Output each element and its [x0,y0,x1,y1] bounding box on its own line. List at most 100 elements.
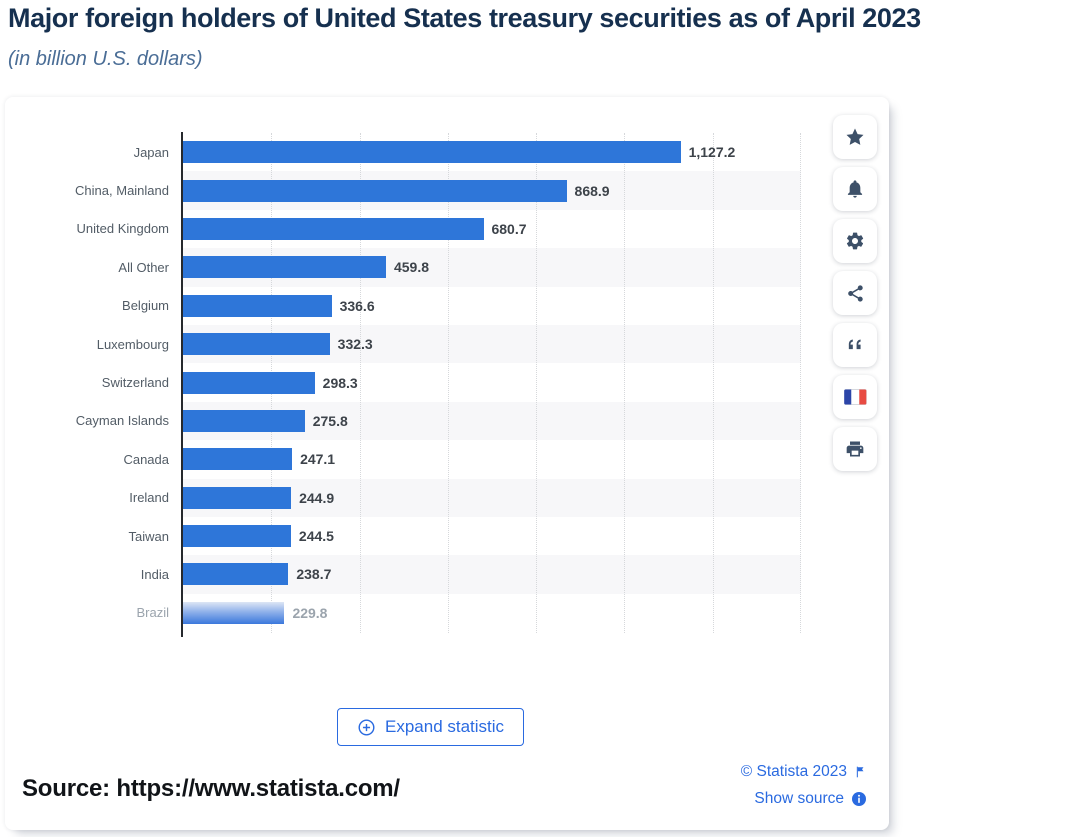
category-label: Cayman Islands [75,413,169,429]
bar[interactable] [183,217,484,240]
gridline [800,133,801,633]
page-title: Major foreign holders of United States t… [8,3,921,33]
category-label: India [140,566,169,582]
bar-row: Taiwan 244.5 [5,517,805,555]
bar-band: 244.9 [183,479,801,517]
value-label: 868.9 [574,182,610,199]
bar-band: 275.8 [183,402,801,440]
y-axis-line [181,132,183,637]
alerts-button[interactable] [833,167,877,211]
value-label: 275.8 [312,412,348,429]
category-label: Ireland [129,490,169,506]
bar-row: Cayman Islands 275.8 [5,402,805,440]
flag-icon [856,766,864,778]
bar-chart: Japan 1,127.2 China, Mainland 868.9 United K… [5,133,805,632]
value-label: 238.7 [296,566,332,583]
bar[interactable] [183,409,305,432]
language-french-button[interactable] [833,375,877,419]
circle-plus-icon [358,719,375,735]
cite-button[interactable] [833,323,877,367]
bar[interactable] [183,448,293,471]
bar-row: Canada 247.1 [5,440,805,478]
category-label: Brazil [136,605,169,621]
share-button[interactable] [833,271,877,315]
expand-statistic-button[interactable]: Expand statistic [337,708,525,746]
bar[interactable] [183,601,285,624]
bar-band: 868.9 [183,171,801,209]
category-label: Canada [123,451,169,467]
bar-row: Ireland 244.9 [5,479,805,517]
bar-row: United Kingdom 680.7 [5,210,805,248]
statista-copyright-link[interactable]: © Statista 2023 [741,763,867,781]
value-label: 229.8 [292,604,328,621]
bar-row: Switzerland 298.3 [5,363,805,401]
settings-button[interactable] [833,219,877,263]
page-subtitle: (in billion U.S. dollars) [8,48,203,70]
bar-band: 459.8 [183,248,801,286]
value-label: 244.9 [299,489,335,506]
value-label: 336.6 [339,297,375,314]
bar[interactable] [183,179,567,202]
bar-band: 229.8 [183,594,801,632]
gridline [359,133,361,633]
bar-band: 238.7 [183,555,801,593]
value-label: 1,127.2 [688,144,736,161]
copyright-label: © Statista 2023 [740,763,847,780]
bar[interactable] [183,525,291,548]
gear-icon [846,232,864,250]
category-label: Belgium [122,298,169,314]
show-source-link[interactable]: Show source [754,790,867,808]
toolbar-rail [833,115,877,471]
category-label: All Other [118,259,169,275]
bar-band: 336.6 [183,287,801,325]
printer-icon [846,441,864,457]
bar-row: Japan 1,127.2 [5,133,805,171]
value-label: 332.3 [337,336,373,353]
bar[interactable] [183,333,330,356]
favorite-button[interactable] [833,115,877,159]
value-label: 244.5 [298,528,334,545]
gridline [536,133,538,633]
chart-card: Japan 1,127.2 China, Mainland 868.9 United K… [5,97,889,830]
category-label: China, Mainland [75,183,169,199]
gridline [447,133,449,633]
french-flag-icon [843,389,867,405]
bar-row: Belgium 336.6 [5,287,805,325]
bar-row: China, Mainland 868.9 [5,171,805,209]
value-label: 247.1 [300,451,336,468]
bar-row: All Other 459.8 [5,248,805,286]
bar-band: 298.3 [183,363,801,401]
bar[interactable] [183,563,289,586]
bar-band: 1,127.2 [183,133,801,171]
bar[interactable] [183,486,292,509]
value-label: 298.3 [322,374,358,391]
bar[interactable] [183,294,332,317]
bar-row: Brazil 229.8 [5,594,805,632]
value-label: 680.7 [491,220,527,237]
category-label: United Kingdom [76,221,170,237]
category-label: Taiwan [128,528,169,544]
gridline [712,133,714,633]
bar[interactable] [183,141,681,164]
bar-row: Luxembourg 332.3 [5,325,805,363]
bar-band: 680.7 [183,210,801,248]
show-source-label: Show source [754,790,844,807]
info-icon [852,792,866,806]
source-line: Source: https://www.statista.com/ [22,775,400,802]
star-icon [846,128,864,145]
bar[interactable] [183,256,386,279]
bar-band: 332.3 [183,325,801,363]
share-icon [847,284,863,302]
category-label: Luxembourg [96,336,169,352]
value-label: 459.8 [393,259,430,276]
print-button[interactable] [833,427,877,471]
bar-row: India 238.7 [5,555,805,593]
category-label: Japan [133,144,169,160]
gridline [624,133,626,633]
expand-statistic-label: Expand statistic [385,717,505,736]
bell-icon [847,180,863,198]
category-label: Switzerland [101,375,169,391]
bar-band: 244.5 [183,517,801,555]
bar[interactable] [183,371,315,394]
quote-icon [848,339,861,350]
